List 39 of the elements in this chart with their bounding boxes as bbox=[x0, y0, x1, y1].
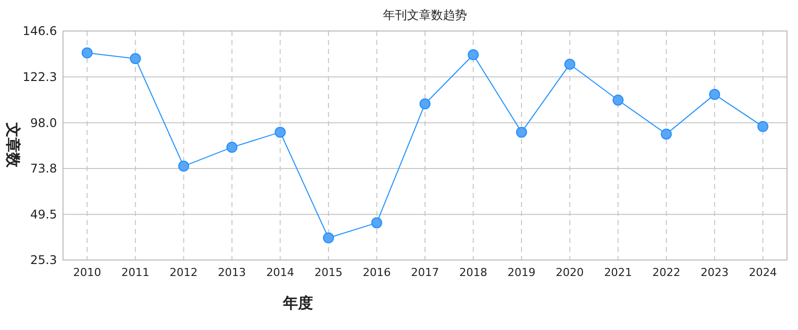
x-tick-label: 2021 bbox=[604, 266, 632, 279]
y-axis-title: 文章数 bbox=[4, 122, 22, 168]
y-tick-label: 146.6 bbox=[22, 24, 57, 38]
point bbox=[709, 88, 720, 100]
point bbox=[130, 53, 141, 64]
x-tick-label: 2014 bbox=[266, 266, 294, 279]
x-tick-label: 2018 bbox=[459, 266, 488, 279]
chart-title: 年刊文章数趋势 bbox=[383, 8, 467, 22]
x-tick-label: 2011 bbox=[121, 266, 150, 279]
x-tick-label: 2013 bbox=[218, 266, 246, 279]
y-tick-label: 49.5 bbox=[30, 207, 57, 222]
x-tick-label: 2023 bbox=[700, 266, 729, 279]
x-tick-label: 2015 bbox=[314, 266, 342, 279]
point bbox=[420, 98, 430, 110]
y-tick-label: 98.0 bbox=[30, 116, 57, 130]
point bbox=[612, 94, 624, 106]
x-tick-label: 2019 bbox=[508, 266, 536, 279]
x-tick-label: 2012 bbox=[170, 266, 198, 279]
y-tick-label: 25.3 bbox=[30, 253, 57, 267]
x-tick-label: 2024 bbox=[748, 266, 777, 279]
x-tick-label: 2017 bbox=[411, 266, 439, 279]
point bbox=[274, 126, 286, 138]
point bbox=[371, 217, 382, 228]
point bbox=[178, 160, 190, 172]
x-axis-title: 年度 bbox=[282, 294, 313, 312]
x-tick-label: 2022 bbox=[652, 266, 680, 279]
point bbox=[226, 142, 238, 153]
point bbox=[660, 128, 672, 140]
x-tick-label: 2016 bbox=[362, 266, 391, 279]
point bbox=[564, 58, 576, 70]
point bbox=[757, 121, 768, 132]
x-tick-label: 2020 bbox=[556, 266, 584, 279]
point bbox=[322, 232, 334, 244]
y-tick-label: 73.8 bbox=[30, 161, 57, 176]
point bbox=[468, 49, 479, 60]
point bbox=[82, 47, 93, 58]
point bbox=[516, 126, 528, 138]
x-tick-label: 2010 bbox=[73, 266, 102, 279]
y-tick-label: 122.3 bbox=[22, 70, 57, 84]
